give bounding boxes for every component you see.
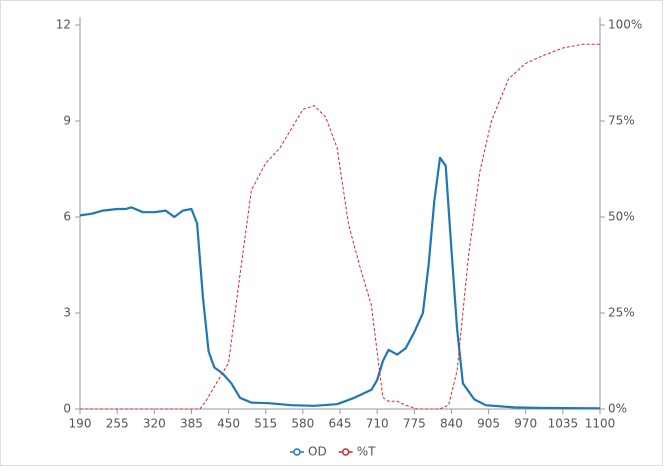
series-line xyxy=(80,43,600,410)
y2-tick-label: 0% xyxy=(608,402,627,416)
x-tick-label: 1100 xyxy=(585,417,616,431)
y-tick-label: 0 xyxy=(63,402,71,416)
series-line xyxy=(79,156,601,410)
x-tick-label: 255 xyxy=(106,417,129,431)
y2-tick-label: 50% xyxy=(608,210,635,224)
y2-tick-label: 25% xyxy=(608,306,635,320)
y-tick-label: 6 xyxy=(63,210,71,224)
legend-marker xyxy=(341,448,350,456)
x-tick-label: 710 xyxy=(366,417,389,431)
y-tick-label: 9 xyxy=(63,114,71,128)
x-tick-label: 905 xyxy=(477,417,500,431)
x-tick-label: 580 xyxy=(291,417,314,431)
x-tick-label: 970 xyxy=(514,417,537,431)
x-tick-label: 450 xyxy=(217,417,240,431)
x-tick-label: 840 xyxy=(440,417,463,431)
y2-tick-label: 100% xyxy=(608,18,642,32)
x-tick-label: 515 xyxy=(254,417,277,431)
legend: OD %T xyxy=(290,445,376,459)
x-tick-label: 1035 xyxy=(548,417,579,431)
legend-marker xyxy=(293,448,301,456)
y-tick-label: 3 xyxy=(63,306,71,320)
x-tick-label: 190 xyxy=(69,417,92,431)
x-tick-label: 320 xyxy=(143,417,166,431)
y2-tick-label: 75% xyxy=(608,114,635,128)
legend-label: %T xyxy=(357,445,376,459)
x-tick-label: 775 xyxy=(403,417,426,431)
x-tick-label: 645 xyxy=(329,417,352,431)
y-tick-label: 12 xyxy=(56,18,71,32)
x-tick-label: 385 xyxy=(180,417,203,431)
legend-label: OD xyxy=(308,445,327,459)
